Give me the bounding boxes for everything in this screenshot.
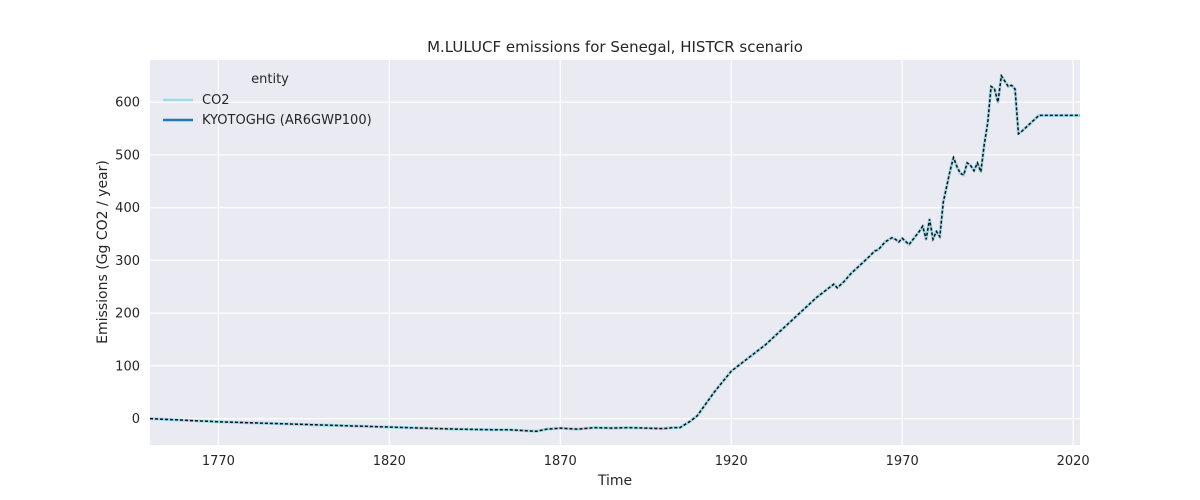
y-tick-label: 0 — [132, 412, 140, 427]
series-line-kyotoghg — [150, 73, 1080, 433]
y-tick-label: 100 — [115, 359, 140, 374]
x-tick-label: 1970 — [886, 454, 919, 469]
y-tick-label: 300 — [115, 254, 140, 269]
series-layer — [150, 73, 1080, 433]
x-tick-label: 1820 — [373, 454, 406, 469]
y-tick-label: 200 — [115, 307, 140, 322]
x-axis-label: Time — [597, 473, 632, 489]
x-tick-label: 1770 — [202, 454, 235, 469]
plot-area — [150, 60, 1080, 445]
x-tick-label: 1920 — [715, 454, 748, 469]
legend-entry-co2: CO2 — [202, 93, 230, 108]
x-tick-label: 1870 — [544, 454, 577, 469]
y-tick-label: 400 — [115, 201, 140, 216]
legend: entity CO2 KYOTOGHG (AR6GWP100) — [163, 72, 372, 128]
x-tick-label: 2020 — [1057, 454, 1090, 469]
legend-title: entity — [251, 72, 289, 87]
legend-entry-kyotoghg: KYOTOGHG (AR6GWP100) — [202, 113, 372, 128]
x-ticks: 1770 1820 1870 1920 1970 2020 — [202, 454, 1090, 469]
y-axis-label: Emissions (Gg CO2 / year) — [95, 160, 111, 344]
chart-title: M.LULUCF emissions for Senegal, HISTCR s… — [427, 38, 803, 56]
grid — [150, 60, 1080, 445]
y-tick-label: 500 — [115, 148, 140, 163]
y-ticks: 0 100 200 300 400 500 600 — [115, 96, 140, 427]
y-tick-label: 600 — [115, 96, 140, 111]
